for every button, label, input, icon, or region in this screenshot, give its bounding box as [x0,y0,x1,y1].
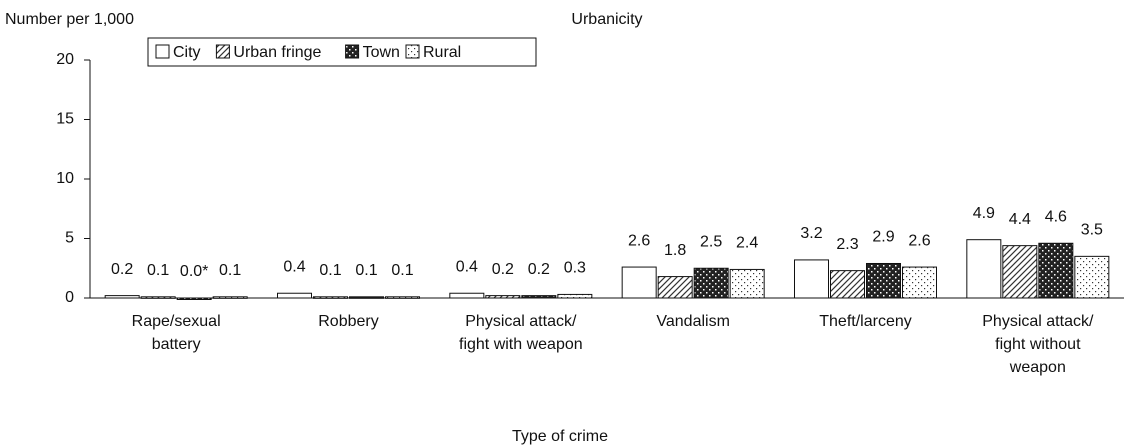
y-tick-label: 0 [65,289,74,306]
bar [1002,245,1038,299]
value-label: 0.3 [564,260,586,277]
legend: City Urban fringe Town Rural [147,37,537,67]
value-label: 3.5 [1081,222,1103,239]
value-label: 2.5 [700,233,722,250]
y-axis-title: Number per 1,000 [5,11,134,28]
bar [902,266,937,299]
value-label: 2.9 [872,229,894,246]
legend-label: Urban fringe [233,44,321,61]
legend-swatch [345,44,360,59]
value-label: 0.2 [528,261,550,278]
y-tick-label: 10 [56,170,74,187]
legend-swatch [215,44,230,59]
value-label: 0.4 [283,258,305,275]
value-label: 0.4 [456,258,478,275]
legend-swatch [155,44,170,59]
x-tick-label: Physical attack/ fight without weapon [982,313,1094,376]
value-label: 1.8 [664,242,686,259]
bar [830,270,865,299]
value-label: 0.1 [319,262,341,279]
bar [657,276,693,299]
x-axis-title: Type of crime [512,428,608,445]
value-label: 0.2 [111,261,133,278]
bar [104,295,140,299]
bar [176,297,212,300]
legend-label: Rural [423,44,461,61]
value-label: 2.3 [836,236,858,253]
legend-label: Town [363,44,400,61]
bar [349,296,384,299]
x-tick-label: Physical attack/ fight with weapon [459,313,583,353]
bar [621,266,657,299]
value-label: 4.4 [1009,211,1031,228]
bar [485,295,521,299]
bar [557,293,593,299]
value-label: 0.1 [355,262,377,279]
bar [794,259,829,299]
bar [521,295,557,299]
value-label: 2.6 [908,232,930,249]
value-label: 2.4 [736,235,758,252]
value-label: 0.1 [147,262,169,279]
value-label: 4.6 [1045,208,1067,225]
chart-title: Urbanicity [571,11,642,28]
bar [1038,242,1074,299]
y-tick-label: 15 [56,111,74,128]
value-label: 0.2 [492,261,514,278]
bar [693,267,729,299]
bar [449,292,485,299]
value-label: 0.1 [219,262,241,279]
bar [966,239,1002,299]
x-tick-label: Theft/larceny [819,313,912,330]
value-label: 3.2 [800,225,822,242]
y-tick-label: 20 [56,51,74,68]
value-label: 2.6 [628,232,650,249]
y-tick-label: 5 [65,230,74,247]
legend-swatch [405,44,420,59]
value-label: 0.0* [180,263,208,280]
x-tick-label: Robbery [318,313,379,330]
bar [1074,255,1110,299]
value-label: 0.1 [391,262,413,279]
x-tick-label: Vandalism [656,313,730,330]
bar [313,296,348,299]
x-tick-label: Rape/sexual battery [131,313,221,353]
bar [385,296,420,299]
bar [140,296,176,299]
bar [866,262,901,299]
legend-box [147,37,537,67]
bar [277,292,312,299]
bar [729,268,765,299]
legend-label: City [173,44,201,61]
value-label: 4.9 [973,205,995,222]
bar [212,296,248,299]
